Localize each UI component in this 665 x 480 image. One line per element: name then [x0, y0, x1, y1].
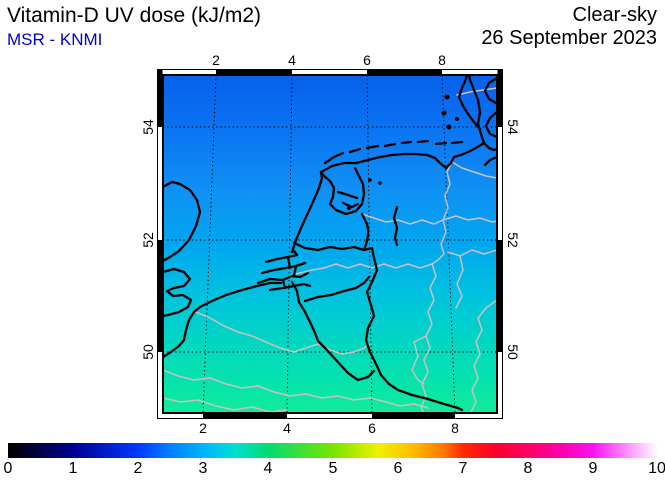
colorbar [8, 443, 658, 458]
lat-tick-left-50: 50 [140, 344, 156, 360]
lon-tick-top-6: 6 [363, 52, 371, 68]
meridian-6e [366, 75, 373, 413]
colorbar-tick-9: 9 [588, 460, 598, 477]
frame-black-segments [157, 69, 503, 419]
colorbar-tick-5: 5 [328, 460, 338, 477]
colorbar-tick-6: 6 [393, 460, 403, 477]
lon-tick-bottom-2: 2 [199, 420, 207, 436]
colorbar-tick-4: 4 [263, 460, 273, 477]
colorbar-tick-2: 2 [133, 460, 143, 477]
small-islands [346, 94, 459, 211]
map-frame [157, 69, 503, 419]
lat-tick-left-52: 52 [140, 232, 156, 248]
graticule [163, 75, 497, 413]
colorbar-tick-7: 7 [458, 460, 468, 477]
source-label: MSR - KNMI [7, 30, 103, 49]
frame-inner-line [162, 74, 498, 414]
lon-tick-top-4: 4 [288, 52, 296, 68]
lon-tick-top-2: 2 [212, 52, 220, 68]
coastlines [163, 75, 497, 412]
colorbar-tick-1: 1 [68, 460, 78, 477]
page-title: Vitamin-D UV dose (kJ/m2) [7, 4, 262, 27]
meridian-2e [202, 75, 217, 413]
colorbar-tick-3: 3 [198, 460, 208, 477]
lon-tick-bottom-6: 6 [368, 420, 376, 436]
meridian-8e [441, 75, 456, 413]
lat-tick-right-50: 50 [505, 344, 521, 360]
map-plot-area [163, 75, 497, 413]
country-borders [163, 87, 497, 413]
colorbar-tick-8: 8 [523, 460, 533, 477]
lon-tick-bottom-8: 8 [451, 420, 459, 436]
colorbar-tick-0: 0 [3, 460, 13, 477]
lon-tick-bottom-4: 4 [283, 420, 291, 436]
condition-label: Clear-sky [572, 4, 657, 26]
lat-tick-right-54: 54 [505, 119, 521, 135]
lat-tick-right-52: 52 [505, 232, 521, 248]
colorbar-tick-10: 10 [648, 460, 665, 477]
lat-tick-left-54: 54 [140, 119, 156, 135]
meridian-4e [286, 75, 293, 413]
lon-tick-top-8: 8 [438, 52, 446, 68]
date-label: 26 September 2023 [481, 27, 657, 49]
